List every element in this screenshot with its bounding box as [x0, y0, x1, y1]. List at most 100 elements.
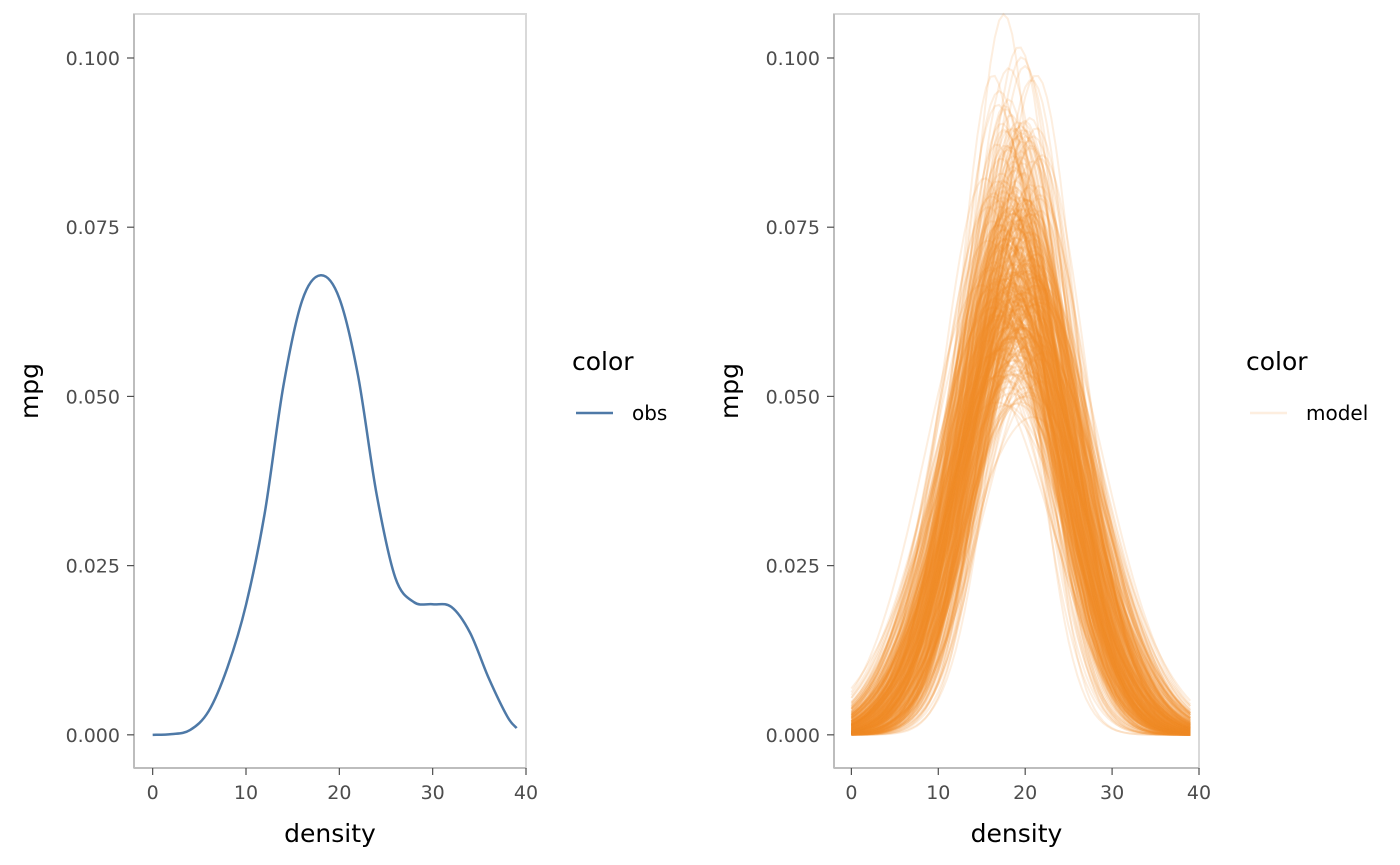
- model-density-line: [851, 46, 1191, 736]
- model-density-line: [851, 228, 1191, 736]
- model-density-line: [851, 198, 1191, 735]
- model-density-line: [851, 189, 1191, 735]
- model-density-line: [851, 322, 1191, 733]
- model-density-line: [850, 359, 1191, 719]
- model-density-line: [851, 12, 1191, 736]
- model-density-line: [851, 245, 1191, 736]
- model-density-line: [850, 274, 1191, 734]
- model-density-line: [851, 196, 1191, 734]
- model-density-line: [851, 199, 1191, 736]
- model-density-line: [851, 209, 1191, 735]
- model-density-line: [851, 254, 1191, 732]
- model-density-line: [851, 258, 1191, 730]
- x-tick-label: 0: [845, 782, 857, 804]
- model-density-line: [851, 207, 1191, 736]
- model-density-line: [851, 350, 1191, 734]
- model-density-line: [851, 271, 1191, 732]
- model-density-line: [851, 202, 1191, 735]
- model-density-line: [850, 335, 1191, 729]
- model-density-line: [851, 222, 1191, 736]
- model-density-line: [851, 326, 1191, 731]
- y-tick-label: 0.075: [766, 217, 820, 239]
- model-density-line: [850, 306, 1191, 731]
- model-density-line: [851, 350, 1191, 729]
- model-density-line: [851, 103, 1191, 736]
- model-density-line: [850, 352, 1191, 731]
- model-density-line: [851, 207, 1191, 735]
- model-density-line: [850, 345, 1191, 724]
- model-density-line: [851, 274, 1191, 735]
- model-density-line: [851, 334, 1191, 731]
- model-density-line: [851, 245, 1191, 732]
- model-density-line: [850, 237, 1191, 733]
- model-density-line: [850, 335, 1191, 729]
- model-density-line: [851, 144, 1191, 735]
- model-density-line: [850, 401, 1191, 726]
- model-density-line: [851, 259, 1191, 732]
- model-density-line: [850, 236, 1191, 732]
- model-density-line: [851, 332, 1191, 730]
- model-density-line: [851, 198, 1191, 733]
- y-axis-title: mpg: [15, 363, 44, 419]
- model-density-line: [851, 205, 1191, 736]
- model-density-line: [851, 286, 1191, 734]
- model-density-line: [851, 236, 1191, 735]
- model-density-line: [850, 309, 1191, 721]
- model-density-line: [851, 212, 1191, 735]
- model-density-line: [850, 271, 1191, 730]
- model-density-line: [850, 369, 1191, 733]
- model-density-line: [851, 127, 1191, 736]
- model-density-line: [851, 286, 1191, 735]
- model-density-line: [851, 270, 1191, 732]
- model-density-line: [850, 352, 1191, 735]
- model-density-line: [850, 316, 1191, 726]
- model-density-line: [851, 122, 1191, 736]
- model-density-line: [851, 283, 1191, 735]
- model-density-line: [851, 308, 1191, 729]
- model-density-line: [851, 207, 1191, 736]
- model-density-line: [851, 214, 1191, 734]
- model-density-line: [850, 198, 1191, 733]
- model-density-line: [851, 222, 1191, 733]
- model-density-line: [851, 314, 1191, 735]
- model-density-line: [850, 285, 1191, 731]
- model-density-line: [850, 327, 1191, 719]
- model-density-line: [851, 262, 1191, 736]
- model-density-line: [851, 225, 1191, 735]
- model-density-line: [851, 197, 1191, 736]
- model-density-line: [850, 192, 1191, 736]
- model-density-line: [851, 191, 1191, 735]
- model-density-line: [851, 334, 1191, 733]
- y-axis-title: mpg: [715, 363, 744, 419]
- model-density-line: [851, 276, 1191, 734]
- model-density-line: [851, 332, 1191, 727]
- model-density-line: [850, 313, 1191, 734]
- model-density-line: [851, 170, 1191, 735]
- model-density-line: [851, 162, 1191, 736]
- model-density-line: [851, 277, 1191, 736]
- model-density-line: [851, 129, 1191, 735]
- model-density-line: [851, 269, 1191, 730]
- model-density-line: [850, 207, 1191, 734]
- model-density-line: [851, 230, 1191, 732]
- model-density-line: [851, 228, 1191, 736]
- model-density-line: [851, 195, 1191, 736]
- model-density-line: [851, 300, 1191, 736]
- model-density-line: [850, 331, 1191, 725]
- model-density-line: [851, 143, 1191, 736]
- model-density-line: [850, 347, 1191, 725]
- model-density-line: [850, 312, 1191, 729]
- model-density-line: [850, 346, 1191, 733]
- model-density-line: [851, 325, 1191, 733]
- model-density-line: [850, 199, 1191, 736]
- model-density-line: [850, 372, 1191, 730]
- model-density-line: [850, 293, 1191, 726]
- model-density-line: [851, 116, 1191, 736]
- model-density-line: [851, 316, 1191, 734]
- y-tick-label: 0.025: [766, 556, 820, 578]
- model-density-line: [851, 256, 1191, 736]
- model-density-line: [851, 391, 1191, 726]
- model-density-line: [851, 345, 1191, 732]
- model-density-line: [850, 288, 1191, 734]
- model-density-line: [850, 214, 1191, 735]
